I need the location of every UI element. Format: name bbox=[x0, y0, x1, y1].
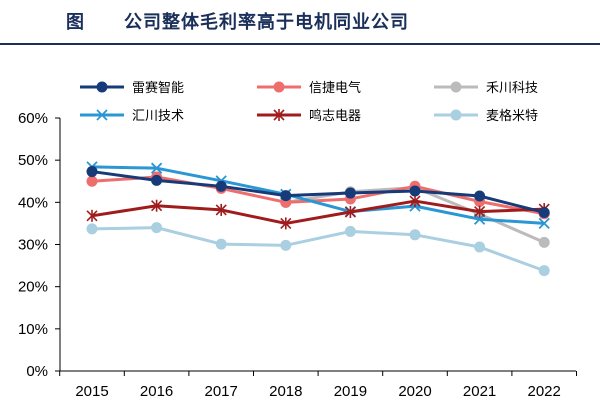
series-line bbox=[91, 199, 545, 225]
y-tick-label: 40% bbox=[18, 194, 48, 211]
data-point bbox=[344, 225, 356, 237]
legend-marker bbox=[450, 81, 462, 93]
figure-label: 图 bbox=[66, 12, 84, 33]
legend-item: 禾川科技 bbox=[434, 81, 538, 96]
data-point bbox=[538, 206, 550, 218]
data-point bbox=[215, 180, 227, 192]
legend-item: 信捷电气 bbox=[257, 80, 361, 96]
data-point bbox=[344, 187, 356, 199]
series-5 bbox=[86, 195, 550, 230]
legend-marker bbox=[96, 109, 108, 121]
legend-label: 雷赛智能 bbox=[132, 80, 184, 96]
y-tick-label: 60% bbox=[18, 110, 48, 127]
data-point bbox=[409, 229, 421, 241]
data-point bbox=[538, 217, 550, 230]
x-tick-label: 2016 bbox=[140, 383, 173, 400]
y-tick-label: 50% bbox=[18, 152, 48, 169]
data-point bbox=[280, 190, 292, 202]
data-point bbox=[86, 166, 98, 178]
data-point bbox=[151, 222, 163, 234]
data-point bbox=[538, 236, 550, 248]
data-point bbox=[474, 190, 486, 202]
legend-item: 鸣志电器 bbox=[257, 108, 361, 124]
x-tick-label: 2020 bbox=[398, 383, 431, 400]
data-point bbox=[474, 241, 486, 253]
legend-label: 麦格米特 bbox=[486, 108, 538, 124]
data-point bbox=[409, 185, 421, 197]
series-line bbox=[91, 226, 545, 273]
legend-item: 麦格米特 bbox=[434, 108, 538, 124]
series-6 bbox=[86, 222, 550, 277]
data-point bbox=[86, 175, 98, 187]
legend-label: 汇川技术 bbox=[132, 109, 184, 124]
y-tick-label: 30% bbox=[18, 237, 48, 254]
x-tick-label: 2017 bbox=[205, 383, 238, 400]
chart-axes: 0% 10% 20% 30% 40% 50% 60% 2015 2016 2017 2018 2019… bbox=[18, 110, 577, 400]
x-tick-label: 2018 bbox=[269, 383, 302, 400]
x-tick-label: 2021 bbox=[463, 383, 496, 400]
data-point bbox=[538, 265, 550, 277]
title-rule bbox=[0, 43, 600, 45]
data-point bbox=[86, 209, 98, 222]
x-tick-label: 2015 bbox=[75, 383, 108, 400]
data-point bbox=[474, 205, 486, 218]
y-tick-label: 10% bbox=[18, 321, 48, 338]
x-tick-label: 2022 bbox=[528, 383, 561, 400]
legend-item: 汇川技术 bbox=[80, 109, 184, 124]
chart-plot-area bbox=[86, 161, 550, 277]
legend-marker bbox=[273, 81, 285, 93]
data-point bbox=[151, 199, 163, 212]
figure-title: 公司整体毛利率高于电机同业公司 bbox=[124, 12, 409, 33]
data-point bbox=[280, 239, 292, 251]
data-point bbox=[86, 223, 98, 235]
x-tick-label: 2019 bbox=[334, 383, 367, 400]
data-point bbox=[151, 174, 163, 186]
series-line bbox=[91, 170, 545, 214]
data-point bbox=[409, 195, 421, 208]
data-point bbox=[215, 203, 227, 216]
legend-label: 鸣志电器 bbox=[309, 108, 361, 124]
legend-marker bbox=[450, 109, 462, 121]
legend-label: 禾川科技 bbox=[486, 81, 538, 96]
series-line bbox=[91, 175, 545, 216]
y-tick-label: 20% bbox=[18, 279, 48, 296]
legend-label: 信捷电气 bbox=[309, 80, 361, 96]
y-tick-label: 0% bbox=[26, 363, 48, 380]
data-point bbox=[150, 162, 163, 174]
data-point bbox=[215, 238, 227, 250]
data-point bbox=[280, 217, 292, 230]
series-line bbox=[91, 165, 545, 225]
legend-marker bbox=[96, 81, 108, 93]
figure-title-bar: 图 公司整体毛利率高于电机同业公司 bbox=[0, 0, 600, 36]
legend-marker bbox=[273, 109, 285, 121]
series-1 bbox=[86, 166, 550, 218]
data-point bbox=[344, 206, 356, 219]
legend-item: 雷赛智能 bbox=[80, 80, 184, 96]
